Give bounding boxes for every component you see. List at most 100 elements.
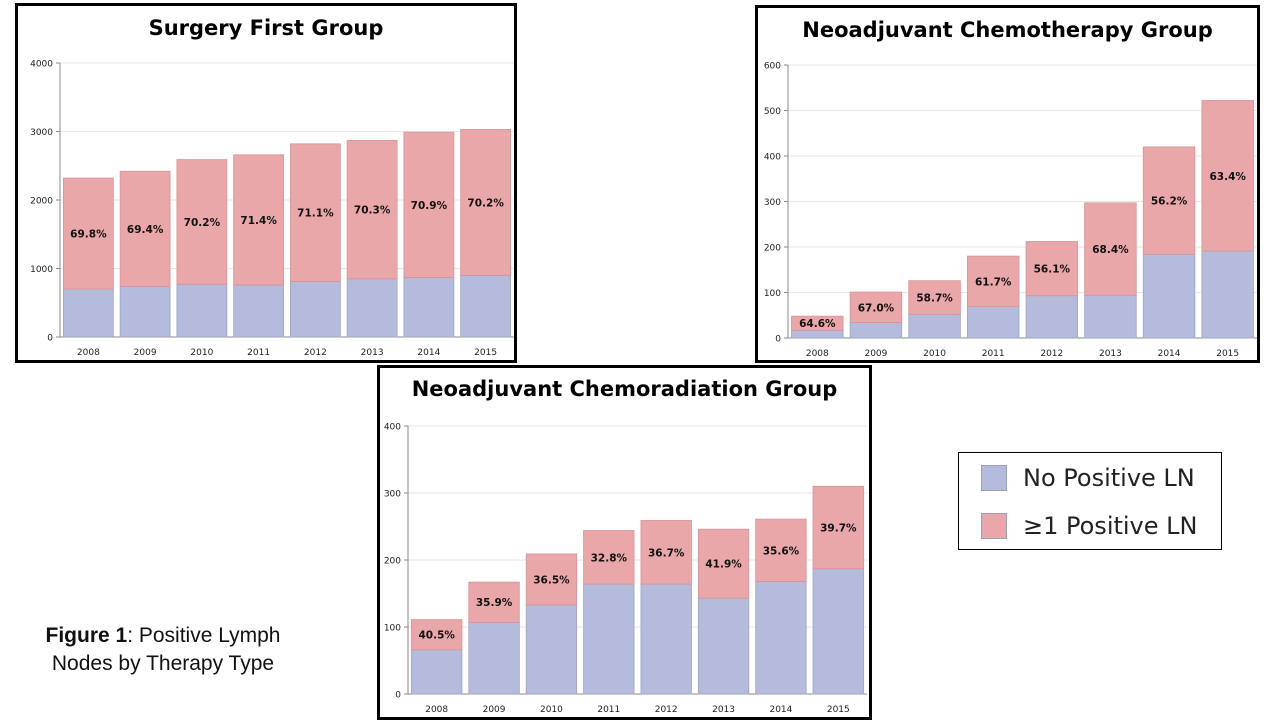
y-tick-label: 400 xyxy=(384,423,401,433)
surgery-first-chart: 0 1000 2000 3000 4000 2008 2009 2010 2011 2012 201… xyxy=(30,60,514,358)
chart-title: Surgery First Group xyxy=(148,16,384,40)
bar-no-positive-ln xyxy=(697,597,750,695)
x-tick-label: 2009 xyxy=(483,705,506,715)
x-tick-label: 2012 xyxy=(304,348,327,358)
labels: 69.8% 69.4% 70.2% 71.4% 71.1% 70.3% 70.9% 70.2% xyxy=(70,197,504,240)
bar-positive-ln xyxy=(791,315,844,331)
bar-no-positive-ln xyxy=(119,285,171,338)
bar-no-positive-ln xyxy=(403,277,455,338)
x-tick-label: 2013 xyxy=(712,705,735,715)
legend: No Positive LN ≥1 Positive LN xyxy=(958,452,1222,550)
y-tick-label: 300 xyxy=(384,490,401,500)
data-label: 70.9% xyxy=(411,200,448,212)
data-label: 56.2% xyxy=(1151,196,1188,208)
x-tick-label: 2008 xyxy=(77,348,100,358)
bar-positive-ln xyxy=(63,177,114,290)
data-label: 32.8% xyxy=(591,552,628,564)
legend-item-positive: ≥1 Positive LN xyxy=(981,511,1197,541)
bar-positive-ln xyxy=(403,131,455,278)
x-tick-label: 2015 xyxy=(827,705,850,715)
x-tick-label: 2009 xyxy=(864,349,887,359)
bar-no-positive-ln xyxy=(1025,295,1079,339)
surgery-first-chart-panel: Surgery First Group 0 1000 2000 3000 4000 200… xyxy=(15,3,517,363)
x-tick-label: 2009 xyxy=(134,348,157,358)
legend-item-no-positive: No Positive LN xyxy=(981,463,1195,493)
data-label: 58.7% xyxy=(916,293,953,305)
bar-positive-ln xyxy=(908,280,961,315)
x-tick-label: 2013 xyxy=(1099,349,1122,359)
bar-no-positive-ln xyxy=(63,288,114,338)
y-tick-label: 200 xyxy=(384,557,401,567)
data-label: 64.6% xyxy=(799,318,836,330)
bar-positive-ln xyxy=(583,530,635,585)
bar-positive-ln xyxy=(1201,100,1254,252)
data-label: 35.6% xyxy=(763,545,800,557)
data-label: 36.7% xyxy=(648,547,685,559)
legend-label: ≥1 Positive LN xyxy=(1023,512,1198,540)
bar-no-positive-ln xyxy=(966,306,1020,339)
y-tick-label: 4000 xyxy=(30,60,53,70)
bar-positive-ln xyxy=(346,140,398,280)
x-tick-label: 2010 xyxy=(923,349,946,359)
bar-no-positive-ln xyxy=(411,649,463,695)
neoadjuvant-chemoradiation-chart: 0 100 200 300 400 2008 2009 2010 2011 2012 2013 201… xyxy=(384,423,867,715)
y-tick-label: 3000 xyxy=(30,128,53,138)
bar-positive-ln xyxy=(176,159,228,285)
data-label: 67.0% xyxy=(858,302,895,314)
caption-label: Figure 1 xyxy=(45,624,128,647)
data-label: 70.2% xyxy=(184,217,221,229)
data-label: 61.7% xyxy=(975,276,1012,288)
bar-no-positive-ln xyxy=(791,329,844,339)
y-tick-label: 100 xyxy=(384,624,401,634)
x-tick-label: 2014 xyxy=(769,705,792,715)
bar-no-positive-ln xyxy=(468,621,520,695)
bar-positive-ln xyxy=(697,528,750,599)
bar-no-positive-ln xyxy=(176,283,228,338)
x-tick-label: 2014 xyxy=(1158,349,1181,359)
legend-swatch-no-positive xyxy=(981,465,1007,491)
bar-no-positive-ln xyxy=(460,274,511,338)
bar-no-positive-ln xyxy=(640,583,692,695)
y-tick-label: 500 xyxy=(764,107,781,117)
bar-positive-ln xyxy=(233,154,284,286)
data-label: 39.7% xyxy=(820,523,857,535)
x-tick-label: 2011 xyxy=(247,348,270,358)
y-tick-label: 600 xyxy=(764,62,781,72)
chart-title: Neoadjuvant Chemoradiation Group xyxy=(411,377,838,401)
legend-label: No Positive LN xyxy=(1023,464,1195,492)
y-tick-label: 2000 xyxy=(30,197,53,207)
bar-positive-ln xyxy=(460,129,511,276)
chart-title: Neoadjuvant Chemotherapy Group xyxy=(802,18,1213,42)
bars xyxy=(63,129,511,338)
x-tick-label: 2012 xyxy=(655,705,678,715)
bars xyxy=(411,485,864,695)
data-label: 70.2% xyxy=(467,197,504,209)
y-tick-label: 0 xyxy=(47,334,53,344)
data-label: 69.4% xyxy=(127,224,164,236)
bar-no-positive-ln xyxy=(755,581,807,695)
data-label: 41.9% xyxy=(705,559,742,571)
bar-no-positive-ln xyxy=(812,568,864,695)
x-tick-label: 2008 xyxy=(806,349,829,359)
bar-no-positive-ln xyxy=(233,284,284,338)
bar-positive-ln xyxy=(849,291,903,323)
neoadjuvant-chemotherapy-chart: 0 100 200 300 400 500 600 2008 2009 2010 2011 2012 2… xyxy=(764,62,1257,359)
data-label: 68.4% xyxy=(1092,244,1129,256)
y-tick-label: 0 xyxy=(395,691,401,701)
x-tick-label: 2015 xyxy=(474,348,497,358)
neoadjuvant-chemoradiation-chart-panel: Neoadjuvant Chemoradiation Group 0 100 200… xyxy=(377,365,872,720)
y-tick-label: 1000 xyxy=(30,265,53,275)
figure-caption: Figure 1: Positive Lymph Nodes by Therap… xyxy=(18,622,308,678)
bar-positive-ln xyxy=(1084,202,1137,296)
bar-positive-ln xyxy=(812,485,864,570)
x-tick-label: 2010 xyxy=(190,348,213,358)
bars xyxy=(791,100,1254,339)
bar-positive-ln xyxy=(119,170,171,287)
bar-positive-ln xyxy=(1025,241,1079,297)
x-tick-label: 2014 xyxy=(417,348,440,358)
x-tick-label: 2012 xyxy=(1040,349,1063,359)
bar-positive-ln xyxy=(525,553,578,606)
x-tick-label: 2015 xyxy=(1216,349,1239,359)
y-tick-label: 100 xyxy=(764,289,781,299)
data-label: 40.5% xyxy=(418,630,455,642)
